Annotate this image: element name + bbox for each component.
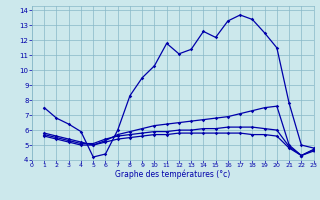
X-axis label: Graphe des températures (°c): Graphe des températures (°c) [115, 170, 230, 179]
